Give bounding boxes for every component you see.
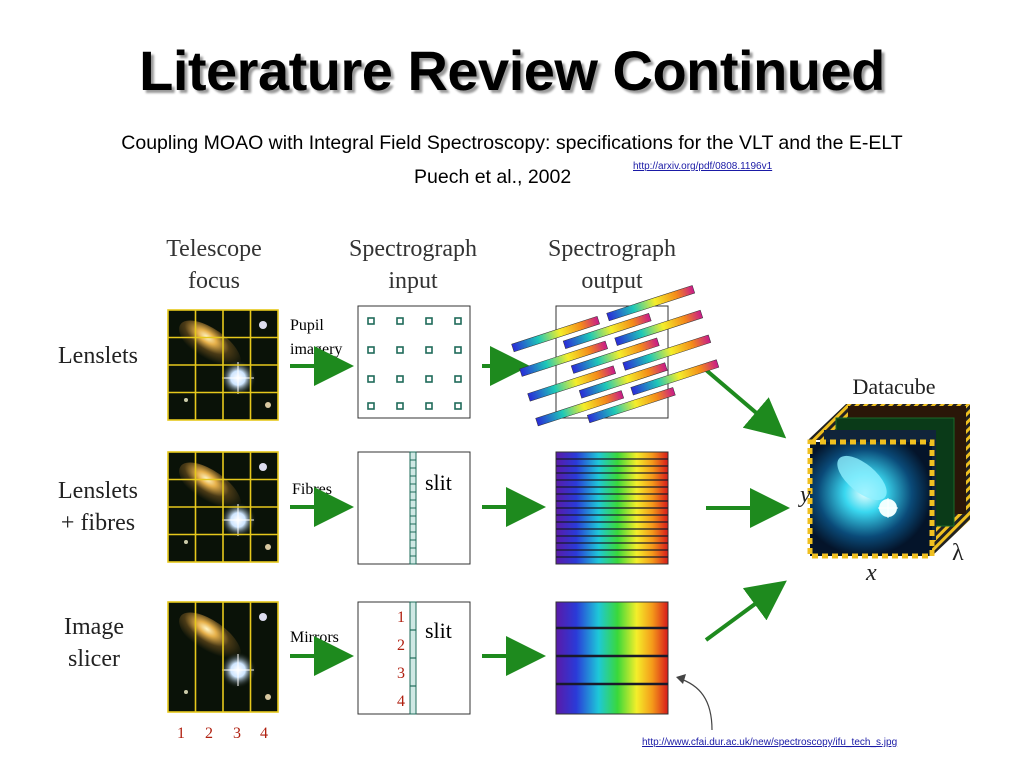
input-box-slicer: 1 2 3 4 slit <box>357 601 471 715</box>
paper-authors: Puech et al., 2002 <box>414 166 572 188</box>
image-source-link[interactable]: http://www.cfai.dur.ac.uk/new/spectrosco… <box>642 737 898 748</box>
header-telescope-line1: Telescope <box>166 236 262 262</box>
slice-number: 4 <box>260 725 268 742</box>
header-input-line2: input <box>388 268 438 294</box>
arrow-icon <box>704 368 787 439</box>
arrow-icon <box>704 580 787 642</box>
datacube-icon <box>807 404 970 559</box>
paper-link[interactable]: http://arxiv.org/pdf/0808.1196v1 <box>633 161 773 172</box>
slice-number: 3 <box>233 725 241 742</box>
slicer-number: 2 <box>397 637 405 654</box>
row-label-lenslets: Lenslets <box>58 343 138 369</box>
header-input-line1: Spectrograph <box>349 236 477 262</box>
slit-label: slit <box>425 618 452 643</box>
paper-title: Coupling MOAO with Integral Field Spectr… <box>121 132 903 154</box>
pointer-arrow-head-icon <box>676 674 686 684</box>
telescope-image-row1 <box>167 309 279 421</box>
telescope-image-row2 <box>167 451 279 563</box>
pointer-arrow-icon <box>677 677 713 731</box>
header-telescope-line2: focus <box>188 268 240 294</box>
datacube-title: Datacube <box>852 374 935 399</box>
row-label-lenslets-fibres-1: Lenslets <box>58 478 138 504</box>
slicer-number: 4 <box>397 693 405 710</box>
datacube-axis-x: x <box>865 560 877 586</box>
input-box-fibres: slit <box>357 451 471 565</box>
datacube-axis-y: y <box>798 482 811 508</box>
method-label-mirrors: Mirrors <box>290 629 339 646</box>
header-output-line2: output <box>581 268 643 294</box>
method-label-fibres: Fibres <box>292 481 332 498</box>
slide-title: Literature Review Continued <box>139 39 885 102</box>
slit-label: slit <box>425 470 452 495</box>
slice-number: 1 <box>177 725 185 742</box>
output-fibre-spectra <box>555 451 669 565</box>
slicer-number: 3 <box>397 665 405 682</box>
row-label-image-slicer-2: slicer <box>68 646 120 672</box>
slice-number: 2 <box>205 725 213 742</box>
input-box-pupil <box>357 305 471 419</box>
header-output-line1: Spectrograph <box>548 236 676 262</box>
method-label-imagery: imagery <box>290 341 342 358</box>
method-label-pupil: Pupil <box>290 317 324 334</box>
datacube-axis-lambda: λ <box>952 540 964 566</box>
output-tilted-spectra <box>511 285 720 427</box>
row-label-image-slicer-1: Image <box>64 614 124 640</box>
row-label-lenslets-fibres-2: + fibres <box>61 510 135 536</box>
output-slicer-spectra <box>555 601 669 715</box>
slicer-number: 1 <box>397 609 405 626</box>
telescope-image-row3 <box>167 601 279 713</box>
